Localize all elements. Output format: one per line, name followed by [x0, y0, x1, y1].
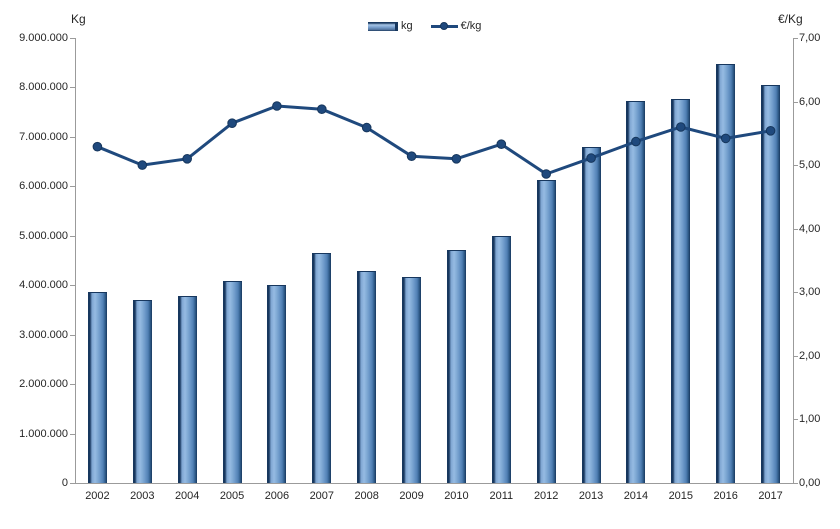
- x-axis-label-2013: 2013: [578, 490, 604, 502]
- legend: kg €/kg: [368, 20, 481, 32]
- line-marker-2012: [541, 169, 552, 179]
- x-axis-label-2010: 2010: [444, 490, 469, 502]
- line-marker-2009: [406, 151, 417, 161]
- x-axis-label-2012: 2012: [533, 490, 559, 502]
- line-marker-2005: [227, 118, 237, 128]
- left-axis-tick-mark: [70, 334, 75, 336]
- bar-2002: [87, 291, 107, 483]
- left-axis-tick-label-4: 4.000.000: [19, 279, 68, 292]
- right-axis-tick-label-5: 5,00: [799, 159, 821, 172]
- line-marker-2008: [361, 122, 372, 133]
- bar-2008: [357, 271, 377, 483]
- right-axis-tick-label-7: 7,00: [799, 32, 821, 44]
- x-axis-label-2002: 2002: [85, 490, 110, 502]
- x-axis-label-2005: 2005: [219, 490, 245, 502]
- legend-item-kg: kg: [368, 20, 413, 32]
- left-axis-tick-label-9: 9.000.000: [19, 32, 68, 44]
- left-axis-tick-label-0: 0: [61, 477, 68, 489]
- left-axis-tick-mark: [70, 38, 75, 39]
- bar-2016: [716, 63, 736, 483]
- right-axis-tick-mark: [793, 419, 798, 421]
- right-axis-tick-label-4: 4,00: [799, 222, 821, 235]
- x-axis-label-2008: 2008: [354, 490, 379, 502]
- bar-2014: [626, 101, 646, 483]
- left-axis-tick-mark: [70, 483, 75, 484]
- bar-2011: [491, 235, 511, 483]
- bar-series-swatch-icon: [368, 21, 398, 31]
- bar-2003: [132, 300, 152, 483]
- line-marker-2003: [137, 160, 148, 170]
- x-axis-label-2017: 2017: [758, 490, 783, 502]
- right-axis-tick-mark: [793, 483, 798, 484]
- bar-2009: [402, 276, 422, 483]
- left-axis-tick-mark: [70, 433, 75, 435]
- bar-2017: [761, 84, 781, 483]
- left-axis-tick-mark: [70, 384, 75, 386]
- eur-per-kg-line: [95, 104, 773, 176]
- legend-item-eur-per-kg: €/kg: [430, 20, 482, 32]
- bar-2010: [446, 249, 466, 483]
- right-axis-tick-mark: [793, 101, 798, 103]
- x-axis-label-2015: 2015: [668, 490, 694, 502]
- right-axis-tick-label-2: 2,00: [799, 349, 821, 362]
- left-axis-tick-label-2: 2.000.000: [19, 378, 68, 391]
- right-axis-line: [793, 38, 794, 484]
- line-series-swatch-icon: [430, 21, 458, 31]
- bar-2012: [536, 179, 556, 483]
- bar-2006: [267, 284, 287, 483]
- left-axis-tick-mark: [70, 136, 75, 138]
- left-axis-tick-label-8: 8.000.000: [19, 81, 68, 94]
- x-axis-label-2006: 2006: [264, 490, 290, 502]
- left-axis-tick-label-5: 5.000.000: [19, 229, 68, 242]
- x-axis-label-2016: 2016: [713, 490, 738, 502]
- left-axis-tick-label-1: 1.000.000: [19, 427, 68, 440]
- x-axis-line: [75, 483, 794, 484]
- left-axis-tick-mark: [70, 87, 75, 89]
- line-marker-2011: [496, 139, 507, 149]
- right-axis-tick-mark: [793, 165, 798, 167]
- legend-label-kg: kg: [401, 20, 413, 32]
- right-axis-tick-mark: [793, 228, 798, 230]
- right-axis-tick-mark: [793, 292, 798, 294]
- left-axis-title: Kg: [71, 12, 86, 26]
- line-swatch-marker-icon: [439, 21, 448, 30]
- line-marker-2007: [317, 104, 327, 114]
- line-marker-2002: [92, 141, 103, 152]
- line-marker-2010: [451, 154, 462, 164]
- x-axis-label-2014: 2014: [623, 490, 649, 502]
- left-axis-tick-label-3: 3.000.000: [19, 328, 68, 341]
- right-axis-tick-mark: [793, 355, 798, 357]
- left-axis-tick-label-7: 7.000.000: [19, 130, 68, 143]
- line-marker-2004: [182, 154, 192, 164]
- right-axis-tick-label-0: 0,00: [799, 477, 821, 489]
- right-axis-tick-mark: [793, 38, 798, 39]
- right-axis-tick-label-1: 1,00: [799, 413, 821, 426]
- x-axis-label-2011: 2011: [489, 490, 514, 502]
- line-marker-2006: [272, 101, 282, 111]
- bar-2013: [581, 147, 601, 483]
- bar-2007: [312, 253, 332, 483]
- right-axis-tick-label-6: 6,00: [799, 95, 821, 108]
- bar-2004: [177, 296, 197, 483]
- x-axis-label-2003: 2003: [130, 490, 155, 502]
- bar-2015: [671, 98, 691, 483]
- legend-label-eur-per-kg: €/kg: [460, 20, 482, 32]
- x-axis-label-2007: 2007: [309, 490, 335, 502]
- left-axis-tick-mark: [70, 235, 75, 237]
- bar-2005: [222, 281, 242, 483]
- left-axis-tick-label-6: 6.000.000: [19, 180, 68, 193]
- right-axis-tick-label-3: 3,00: [799, 286, 821, 299]
- left-axis-line: [75, 38, 76, 484]
- x-axis-label-2009: 2009: [399, 490, 424, 502]
- left-axis-tick-mark: [70, 285, 75, 287]
- right-axis-title: €/Kg: [778, 12, 803, 26]
- left-axis-tick-mark: [70, 186, 75, 188]
- x-axis-label-2004: 2004: [174, 490, 200, 502]
